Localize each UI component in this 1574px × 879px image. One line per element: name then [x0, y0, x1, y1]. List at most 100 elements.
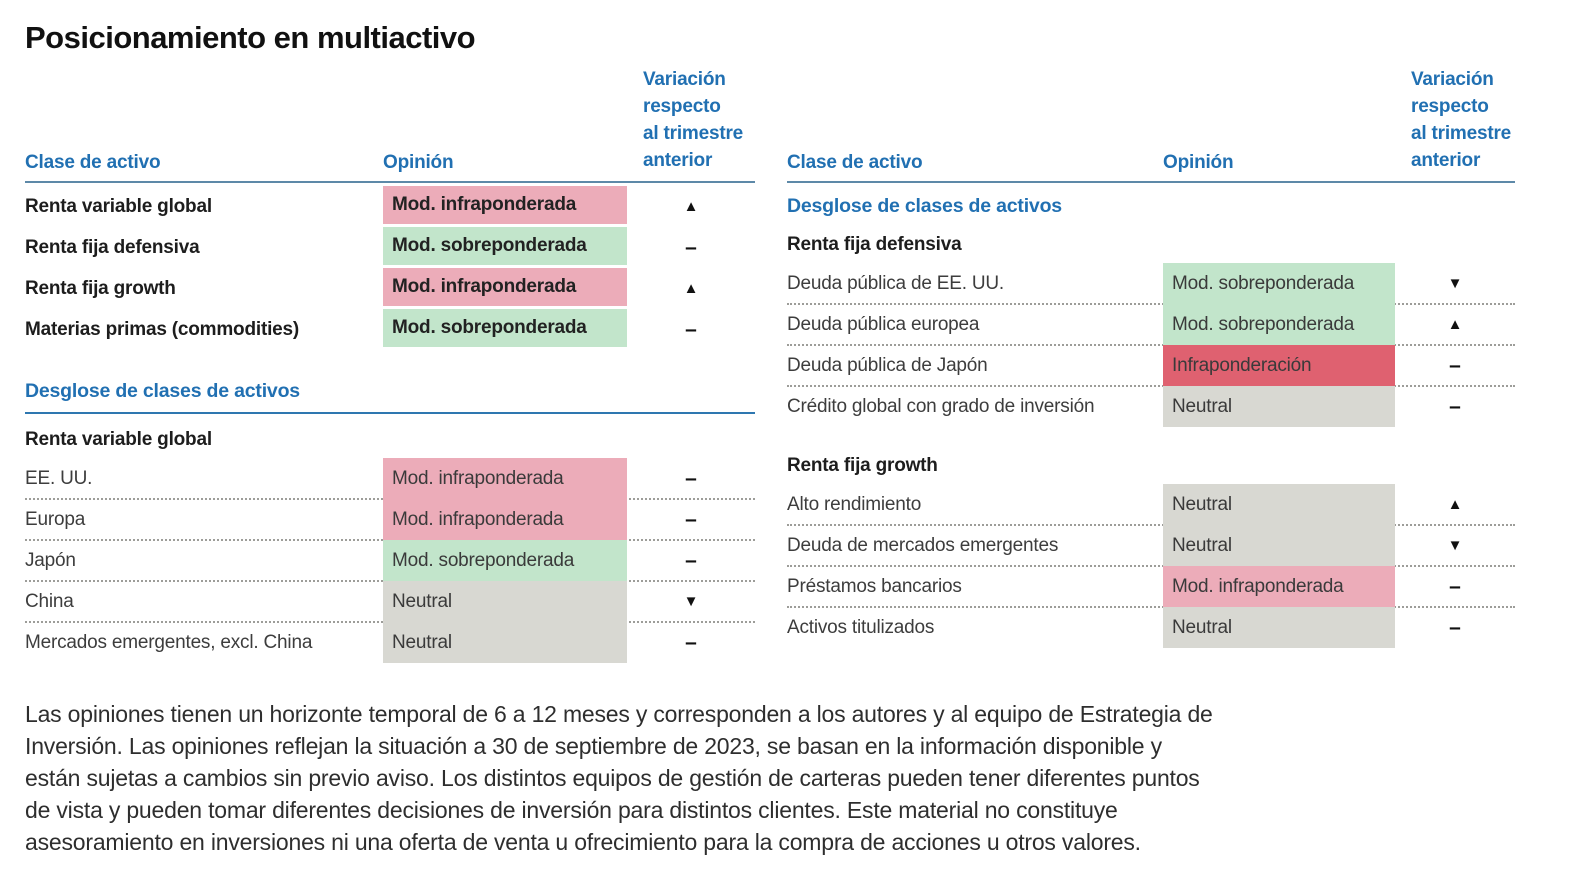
column-header-opinion: Opinión — [1163, 152, 1234, 173]
footnote-line: asesoramiento en inversiones ni una ofer… — [25, 829, 1141, 855]
footnote-line: Las opiniones tienen un horizonte tempor… — [25, 701, 1213, 727]
change-indicator: ▲ — [683, 280, 699, 297]
change-indicator: – — [685, 466, 697, 490]
right-positioning-table: Clase de activo Opinión Variación respec… — [787, 60, 1515, 648]
table-row: Deuda pública europea Mod. sobreponderad… — [787, 304, 1515, 346]
table-row: Japón Mod. sobreponderada – — [25, 540, 755, 582]
asset-class-label: Crédito global con grado de inversión — [787, 395, 1095, 417]
opinion-cell: Mod. sobreponderada — [1163, 304, 1395, 345]
variation-header-line: respecto — [643, 96, 721, 117]
table-row: EE. UU. Mod. infraponderada – — [25, 458, 755, 500]
variation-header-line: anterior — [643, 150, 713, 171]
table-row: Renta fija defensiva Mod. sobreponderada… — [25, 227, 755, 268]
left-breakdown-rows: EE. UU. Mod. infraponderada – Europa Mod… — [25, 458, 755, 663]
asset-class-label: Deuda pública europea — [787, 313, 980, 335]
table-row: Activos titulizados Neutral – — [787, 607, 1515, 648]
variation-header-line: al trimestre — [1411, 123, 1512, 144]
column-header-asset-class: Clase de activo — [25, 152, 161, 173]
opinion-cell: Neutral — [383, 622, 627, 663]
asset-class-label: Renta variable global — [25, 195, 212, 217]
table-row: Europa Mod. infraponderada – — [25, 499, 755, 541]
variation-header-line: Variación — [1411, 69, 1494, 90]
change-indicator: ▼ — [683, 593, 699, 610]
change-indicator: – — [1449, 615, 1461, 639]
table-row: Alto rendimiento Neutral ▲ — [787, 484, 1515, 526]
change-indicator: – — [685, 317, 697, 341]
left-table-header: Clase de activo Opinión Variación respec… — [25, 60, 755, 183]
table-row: China Neutral ▼ — [25, 581, 755, 623]
group-title-renta-variable-global: Renta variable global — [25, 429, 212, 450]
asset-class-label: Activos titulizados — [787, 616, 935, 638]
opinion-cell: Mod. sobreponderada — [1163, 263, 1395, 304]
right-defensive-rows: Deuda pública de EE. UU. Mod. sobreponde… — [787, 263, 1515, 427]
opinion-cell: Mod. sobreponderada — [383, 540, 627, 581]
table-row: Deuda pública de Japón Infraponderación … — [787, 345, 1515, 387]
opinion-cell: Mod. infraponderada — [1163, 566, 1395, 607]
table-row: Materias primas (commodities) Mod. sobre… — [25, 309, 755, 350]
footnote-line: están sujetas a cambios sin previo aviso… — [25, 765, 1200, 791]
asset-class-label: Deuda de mercados emergentes — [787, 534, 1059, 556]
change-indicator: ▲ — [1447, 316, 1463, 333]
variation-header-line: Variación — [643, 69, 726, 90]
change-indicator: – — [685, 548, 697, 572]
left-top-rows: Renta variable global Mod. infraponderad… — [25, 186, 755, 350]
disclaimer-footnote: Las opiniones tienen un horizonte tempor… — [25, 698, 1535, 858]
asset-class-label: Japón — [25, 549, 76, 571]
asset-class-label: Deuda pública de Japón — [787, 354, 988, 376]
opinion-cell: Mod. sobreponderada — [383, 309, 627, 347]
asset-class-label: Préstamos bancarios — [787, 575, 962, 597]
asset-class-label: EE. UU. — [25, 467, 93, 489]
change-indicator: – — [685, 507, 697, 531]
opinion-cell: Neutral — [1163, 484, 1395, 525]
column-header-variation: Variación respecto al trimestre anterior — [627, 66, 755, 174]
opinion-cell: Mod. infraponderada — [383, 458, 627, 499]
table-row: Renta variable global Mod. infraponderad… — [25, 186, 755, 227]
change-indicator: ▲ — [683, 198, 699, 215]
variation-header-line: respecto — [1411, 96, 1489, 117]
breakdown-section-title: Desglose de clases de activos — [787, 195, 1062, 217]
column-header-variation: Variación respecto al trimestre anterior — [1395, 66, 1515, 174]
footnote-line: de vista y pueden tomar diferentes decis… — [25, 797, 1118, 823]
variation-header-line: anterior — [1411, 150, 1481, 171]
table-row: Mercados emergentes, excl. China Neutral… — [25, 622, 755, 663]
change-indicator: – — [685, 630, 697, 654]
change-indicator: – — [1449, 574, 1461, 598]
change-indicator: ▲ — [1447, 496, 1463, 513]
change-indicator: – — [1449, 394, 1461, 418]
table-row: Deuda pública de EE. UU. Mod. sobreponde… — [787, 263, 1515, 305]
column-header-opinion: Opinión — [383, 152, 454, 173]
right-table-header: Clase de activo Opinión Variación respec… — [787, 60, 1515, 183]
table-row: Deuda de mercados emergentes Neutral ▼ — [787, 525, 1515, 567]
page-title: Posicionamiento en multiactivo — [25, 20, 476, 55]
group-title-renta-fija-growth: Renta fija growth — [787, 455, 938, 476]
opinion-cell: Mod. infraponderada — [383, 268, 627, 306]
opinion-cell: Neutral — [383, 581, 627, 622]
footnote-line: Inversión. Las opiniones reflejan la sit… — [25, 733, 1162, 759]
left-positioning-table: Clase de activo Opinión Variación respec… — [25, 60, 755, 663]
asset-class-label: Mercados emergentes, excl. China — [25, 631, 313, 653]
table-row: Crédito global con grado de inversión Ne… — [787, 386, 1515, 427]
asset-class-label: Renta fija defensiva — [25, 236, 200, 258]
right-growth-rows: Alto rendimiento Neutral ▲ Deuda de merc… — [787, 484, 1515, 648]
asset-class-label: Materias primas (commodities) — [25, 318, 300, 340]
breakdown-section-title: Desglose de clases de activos — [25, 380, 755, 414]
opinion-cell: Neutral — [1163, 607, 1395, 648]
asset-class-label: Deuda pública de EE. UU. — [787, 272, 1004, 294]
change-indicator: – — [1449, 353, 1461, 377]
variation-header-line: al trimestre — [643, 123, 744, 144]
opinion-cell: Neutral — [1163, 525, 1395, 566]
change-indicator: ▼ — [1447, 537, 1463, 554]
table-row: Renta fija growth Mod. infraponderada ▲ — [25, 268, 755, 309]
column-header-asset-class: Clase de activo — [787, 152, 923, 173]
change-indicator: ▼ — [1447, 275, 1463, 292]
opinion-cell: Mod. infraponderada — [383, 186, 627, 224]
asset-class-label: Renta fija growth — [25, 277, 176, 299]
asset-class-label: Alto rendimiento — [787, 493, 922, 515]
change-indicator: – — [685, 235, 697, 259]
group-title-renta-fija-defensiva: Renta fija defensiva — [787, 234, 962, 255]
opinion-cell: Mod. sobreponderada — [383, 227, 627, 265]
opinion-cell: Infraponderación — [1163, 345, 1395, 386]
opinion-cell: Mod. infraponderada — [383, 499, 627, 540]
asset-class-label: Europa — [25, 508, 86, 530]
